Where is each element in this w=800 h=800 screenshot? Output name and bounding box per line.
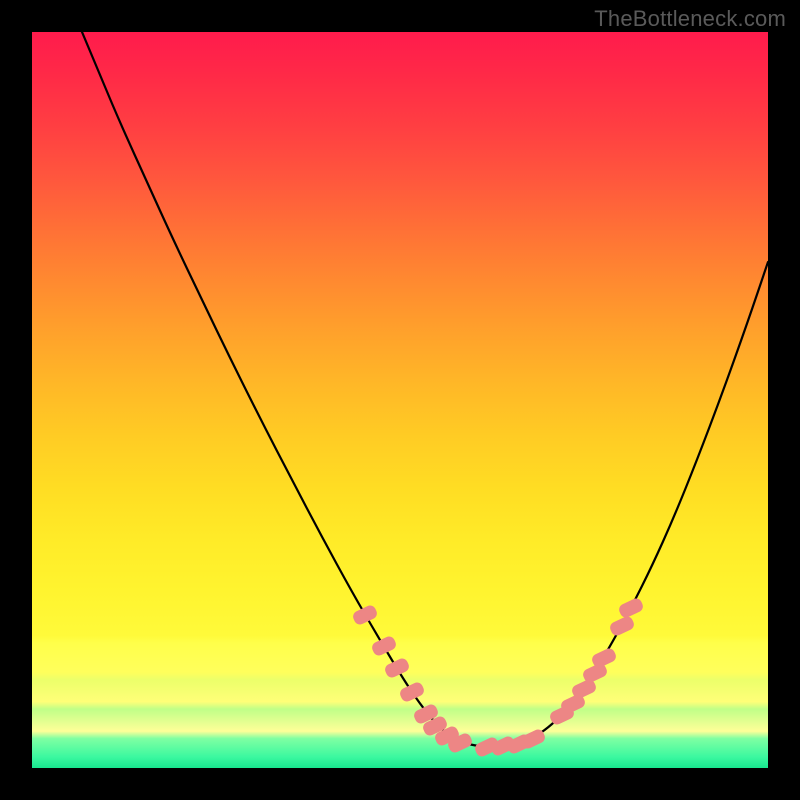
chart-svg: [32, 32, 768, 768]
chart-frame: TheBottleneck.com: [0, 0, 800, 800]
watermark-text: TheBottleneck.com: [594, 6, 786, 32]
plot-area: [32, 32, 768, 768]
gradient-background: [32, 32, 768, 768]
